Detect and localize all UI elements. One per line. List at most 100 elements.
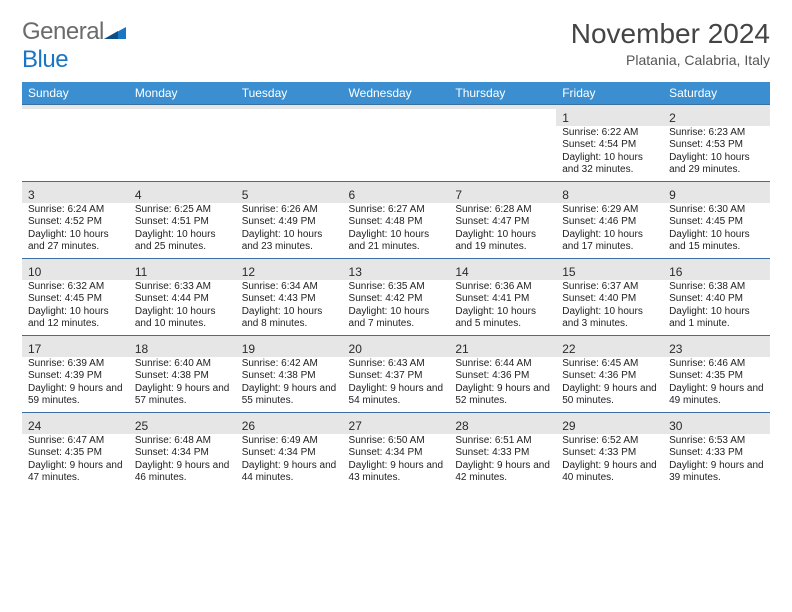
weekday-header: Monday (129, 82, 236, 105)
sunrise-text: Sunrise: 6:42 AM (242, 358, 337, 371)
day-cell: Sunrise: 6:25 AMSunset: 4:51 PMDaylight:… (129, 203, 236, 259)
day-cell: Sunrise: 6:43 AMSunset: 4:37 PMDaylight:… (343, 357, 450, 413)
day-cell: Sunrise: 6:38 AMSunset: 4:40 PMDaylight:… (663, 280, 770, 336)
sunset-text: Sunset: 4:41 PM (455, 293, 550, 306)
sunset-text: Sunset: 4:40 PM (669, 293, 764, 306)
daylight-text: Daylight: 9 hours and 52 minutes. (455, 383, 550, 408)
daylight-text: Daylight: 9 hours and 54 minutes. (349, 383, 444, 408)
weekday-header: Thursday (449, 82, 556, 105)
day-cell: Sunrise: 6:28 AMSunset: 4:47 PMDaylight:… (449, 203, 556, 259)
daylight-text: Daylight: 10 hours and 25 minutes. (135, 229, 230, 254)
day-cell (129, 126, 236, 182)
daylight-text: Daylight: 10 hours and 1 minute. (669, 306, 764, 331)
sunset-text: Sunset: 4:42 PM (349, 293, 444, 306)
day-cell: Sunrise: 6:50 AMSunset: 4:34 PMDaylight:… (343, 434, 450, 490)
sunrise-text: Sunrise: 6:24 AM (28, 204, 123, 217)
sunrise-text: Sunrise: 6:51 AM (455, 435, 550, 448)
day-number: 4 (129, 186, 236, 203)
sunset-text: Sunset: 4:36 PM (562, 370, 657, 383)
day-number: 5 (236, 186, 343, 203)
day-cell: Sunrise: 6:45 AMSunset: 4:36 PMDaylight:… (556, 357, 663, 413)
logo-text-blue: Blue (22, 46, 68, 73)
daylight-text: Daylight: 9 hours and 59 minutes. (28, 383, 123, 408)
sunset-text: Sunset: 4:49 PM (242, 216, 337, 229)
day-number: 15 (556, 263, 663, 280)
daylight-text: Daylight: 10 hours and 10 minutes. (135, 306, 230, 331)
day-number: 16 (663, 263, 770, 280)
daylight-text: Daylight: 10 hours and 29 minutes. (669, 152, 764, 177)
day-number-row: 12 (22, 109, 770, 126)
daylight-text: Daylight: 9 hours and 40 minutes. (562, 460, 657, 485)
day-number: 6 (343, 186, 450, 203)
day-cell: Sunrise: 6:33 AMSunset: 4:44 PMDaylight:… (129, 280, 236, 336)
day-cell: Sunrise: 6:22 AMSunset: 4:54 PMDaylight:… (556, 126, 663, 182)
day-number: 12 (236, 263, 343, 280)
daylight-text: Daylight: 10 hours and 7 minutes. (349, 306, 444, 331)
page-title: November 2024 (571, 18, 770, 50)
day-cell (343, 126, 450, 182)
day-number: 3 (22, 186, 129, 203)
day-number (236, 109, 343, 126)
sunset-text: Sunset: 4:54 PM (562, 139, 657, 152)
sunrise-text: Sunrise: 6:26 AM (242, 204, 337, 217)
day-cell: Sunrise: 6:40 AMSunset: 4:38 PMDaylight:… (129, 357, 236, 413)
sunset-text: Sunset: 4:33 PM (562, 447, 657, 460)
daylight-text: Daylight: 10 hours and 8 minutes. (242, 306, 337, 331)
weekday-header-row: Sunday Monday Tuesday Wednesday Thursday… (22, 82, 770, 105)
daylight-text: Daylight: 9 hours and 46 minutes. (135, 460, 230, 485)
location-text: Platania, Calabria, Italy (571, 52, 770, 68)
sunrise-text: Sunrise: 6:38 AM (669, 281, 764, 294)
sunrise-text: Sunrise: 6:35 AM (349, 281, 444, 294)
day-cell: Sunrise: 6:36 AMSunset: 4:41 PMDaylight:… (449, 280, 556, 336)
title-block: November 2024 Platania, Calabria, Italy (571, 18, 770, 68)
day-content-row: Sunrise: 6:24 AMSunset: 4:52 PMDaylight:… (22, 203, 770, 259)
day-number: 9 (663, 186, 770, 203)
day-cell: Sunrise: 6:47 AMSunset: 4:35 PMDaylight:… (22, 434, 129, 490)
day-number: 8 (556, 186, 663, 203)
day-cell: Sunrise: 6:35 AMSunset: 4:42 PMDaylight:… (343, 280, 450, 336)
sunrise-text: Sunrise: 6:53 AM (669, 435, 764, 448)
sunrise-text: Sunrise: 6:50 AM (349, 435, 444, 448)
day-cell: Sunrise: 6:27 AMSunset: 4:48 PMDaylight:… (343, 203, 450, 259)
day-number: 2 (663, 109, 770, 126)
sunset-text: Sunset: 4:34 PM (135, 447, 230, 460)
sunset-text: Sunset: 4:38 PM (242, 370, 337, 383)
sunset-text: Sunset: 4:34 PM (242, 447, 337, 460)
day-number: 28 (449, 417, 556, 434)
day-content-row: Sunrise: 6:47 AMSunset: 4:35 PMDaylight:… (22, 434, 770, 490)
day-content-row: Sunrise: 6:22 AMSunset: 4:54 PMDaylight:… (22, 126, 770, 182)
sunset-text: Sunset: 4:51 PM (135, 216, 230, 229)
weekday-header: Friday (556, 82, 663, 105)
daylight-text: Daylight: 9 hours and 44 minutes. (242, 460, 337, 485)
day-cell: Sunrise: 6:30 AMSunset: 4:45 PMDaylight:… (663, 203, 770, 259)
day-cell: Sunrise: 6:49 AMSunset: 4:34 PMDaylight:… (236, 434, 343, 490)
weekday-header: Wednesday (343, 82, 450, 105)
day-cell: Sunrise: 6:51 AMSunset: 4:33 PMDaylight:… (449, 434, 556, 490)
day-number: 30 (663, 417, 770, 434)
sunset-text: Sunset: 4:37 PM (349, 370, 444, 383)
day-number: 18 (129, 340, 236, 357)
sunrise-text: Sunrise: 6:36 AM (455, 281, 550, 294)
sunrise-text: Sunrise: 6:46 AM (669, 358, 764, 371)
day-number (22, 109, 129, 126)
day-cell: Sunrise: 6:52 AMSunset: 4:33 PMDaylight:… (556, 434, 663, 490)
day-cell: Sunrise: 6:39 AMSunset: 4:39 PMDaylight:… (22, 357, 129, 413)
daylight-text: Daylight: 10 hours and 27 minutes. (28, 229, 123, 254)
day-number: 1 (556, 109, 663, 126)
daylight-text: Daylight: 10 hours and 3 minutes. (562, 306, 657, 331)
day-number-row: 17181920212223 (22, 340, 770, 357)
day-number: 11 (129, 263, 236, 280)
day-cell: Sunrise: 6:42 AMSunset: 4:38 PMDaylight:… (236, 357, 343, 413)
day-number: 24 (22, 417, 129, 434)
sunset-text: Sunset: 4:36 PM (455, 370, 550, 383)
daylight-text: Daylight: 10 hours and 12 minutes. (28, 306, 123, 331)
sunrise-text: Sunrise: 6:47 AM (28, 435, 123, 448)
sunset-text: Sunset: 4:35 PM (669, 370, 764, 383)
daylight-text: Daylight: 9 hours and 55 minutes. (242, 383, 337, 408)
day-number: 25 (129, 417, 236, 434)
sunrise-text: Sunrise: 6:48 AM (135, 435, 230, 448)
sunrise-text: Sunrise: 6:33 AM (135, 281, 230, 294)
daylight-text: Daylight: 9 hours and 50 minutes. (562, 383, 657, 408)
sunrise-text: Sunrise: 6:34 AM (242, 281, 337, 294)
sunset-text: Sunset: 4:44 PM (135, 293, 230, 306)
